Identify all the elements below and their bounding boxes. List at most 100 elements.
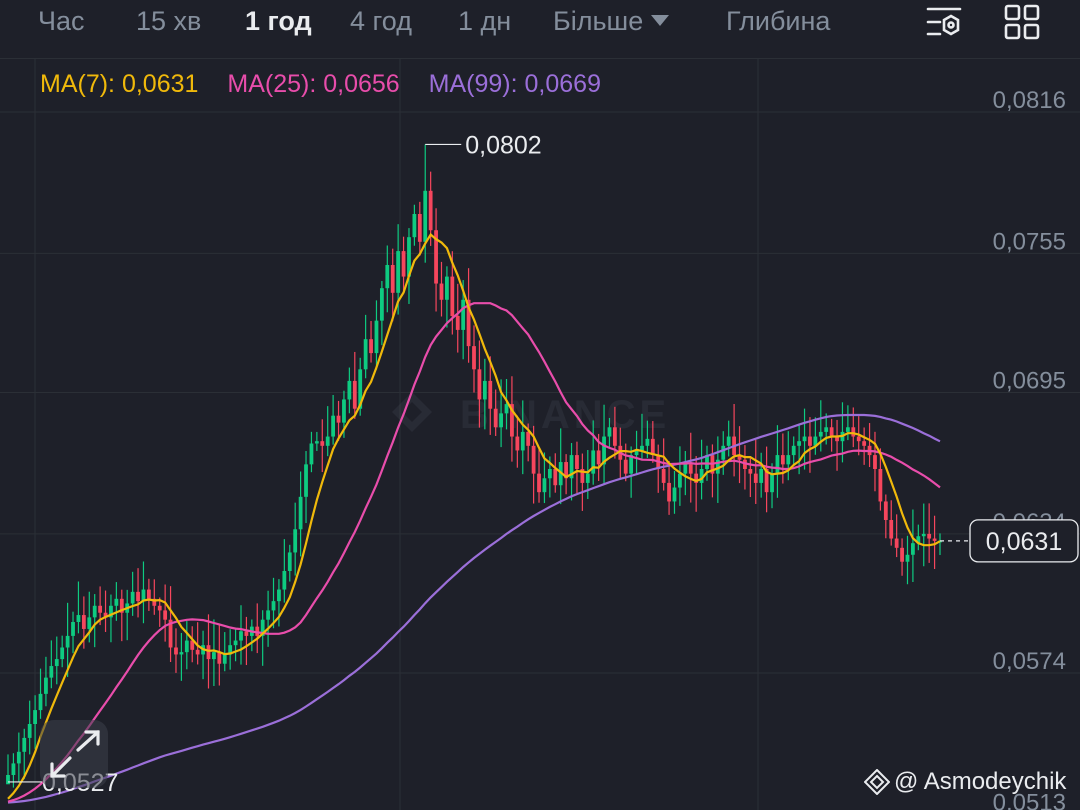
tab-1h[interactable]: 1 год: [245, 6, 312, 36]
candle-body: [921, 533, 926, 537]
candle-body: [905, 554, 910, 562]
last-price-box: [969, 519, 1079, 563]
candle-body: [287, 552, 292, 571]
candle-body: [445, 276, 449, 300]
candle-body: [585, 473, 590, 483]
candle-body: [553, 469, 558, 486]
chevron-down-icon: [651, 15, 670, 26]
y-tick-label: 0,0695: [993, 368, 1066, 395]
candle-body: [358, 369, 363, 409]
candle-body: [678, 473, 682, 488]
candle-body: [228, 645, 233, 655]
candle-body: [190, 640, 195, 650]
ma99-line: [7, 413, 941, 804]
last-price-label: 0,0631: [986, 528, 1062, 556]
tab-more[interactable]: Більше: [553, 6, 670, 36]
candle-body: [260, 619, 265, 636]
candle-body: [325, 436, 330, 446]
candle-body: [412, 214, 417, 238]
candle-body: [314, 441, 319, 444]
layout-grid-icon[interactable]: [1004, 4, 1040, 40]
candle-body: [455, 316, 460, 330]
candle-body: [721, 445, 726, 460]
candle-body: [753, 473, 758, 483]
candle-body: [109, 605, 113, 618]
candle-body: [266, 610, 270, 620]
candle-body: [320, 441, 325, 446]
candle-body: [699, 469, 704, 483]
candle-body: [504, 404, 509, 414]
candle-body: [786, 455, 791, 465]
candle-body: [802, 436, 807, 442]
candle-body: [634, 450, 639, 456]
candle-body: [726, 436, 731, 446]
tab-depth[interactable]: Глибина: [726, 6, 831, 36]
candle-body: [374, 320, 379, 354]
candle-body: [851, 427, 856, 437]
candle-body: [255, 626, 260, 636]
candle-body: [390, 265, 395, 293]
high-marker-label: 0,0802: [465, 131, 541, 159]
tab-4h[interactable]: 4 год: [350, 6, 412, 36]
candle-body: [396, 251, 401, 293]
candle-body: [537, 473, 541, 493]
candle-body: [195, 649, 200, 655]
fullscreen-button[interactable]: [40, 720, 108, 788]
candle-body: [16, 751, 21, 764]
candle-body: [580, 469, 585, 483]
candle-body: [49, 666, 54, 678]
candle-body: [163, 610, 168, 620]
candle-body: [515, 436, 520, 451]
candle-body: [596, 450, 601, 465]
author-name: @ Asmodeychik: [894, 768, 1067, 795]
candle-body: [770, 473, 774, 493]
tab-more-label: Більше: [553, 6, 644, 36]
candle-body: [65, 635, 70, 648]
candle-body: [835, 436, 839, 442]
candle-body: [369, 339, 373, 354]
tab-time[interactable]: Час: [38, 6, 85, 36]
candle-body: [385, 265, 390, 289]
candle-body: [575, 455, 579, 469]
candle-body: [824, 427, 829, 432]
candle-body: [174, 647, 178, 655]
candle-body: [119, 598, 124, 613]
candle-body: [461, 299, 466, 330]
candle-body: [889, 520, 894, 539]
candle-body: [927, 533, 932, 539]
candle-body: [434, 230, 438, 284]
candle-body: [694, 473, 699, 483]
candle-body: [607, 427, 612, 437]
candle-body: [27, 724, 32, 738]
ma99-label: MA(99): 0,0669: [428, 70, 601, 98]
candle-body: [76, 615, 81, 622]
candle-body: [401, 251, 406, 277]
candle-body: [499, 413, 503, 428]
candle-body: [184, 640, 189, 653]
candle-body: [715, 459, 720, 474]
tab-1d[interactable]: 1 дн: [458, 6, 512, 36]
candle-body: [6, 775, 10, 785]
candle-body: [737, 455, 742, 460]
indicator-settings-icon[interactable]: [926, 4, 962, 40]
ma25-line: [7, 302, 941, 803]
candle-body: [407, 237, 411, 277]
tab-15m[interactable]: 15 хв: [136, 6, 202, 36]
candle-body: [71, 622, 75, 636]
candle-body: [239, 631, 243, 641]
y-tick-label: 0,0816: [993, 87, 1066, 114]
candle-body: [439, 283, 444, 300]
candle-body: [428, 190, 433, 231]
candle-body: [845, 427, 850, 432]
candle-body: [168, 619, 173, 648]
candle-body: [748, 469, 753, 474]
candle-body: [531, 445, 536, 474]
candle-body: [520, 431, 525, 451]
candle-body: [331, 415, 336, 437]
candle-body: [22, 737, 27, 752]
candle-body: [623, 459, 628, 474]
candle-body: [894, 538, 899, 548]
candle-body: [33, 710, 37, 724]
